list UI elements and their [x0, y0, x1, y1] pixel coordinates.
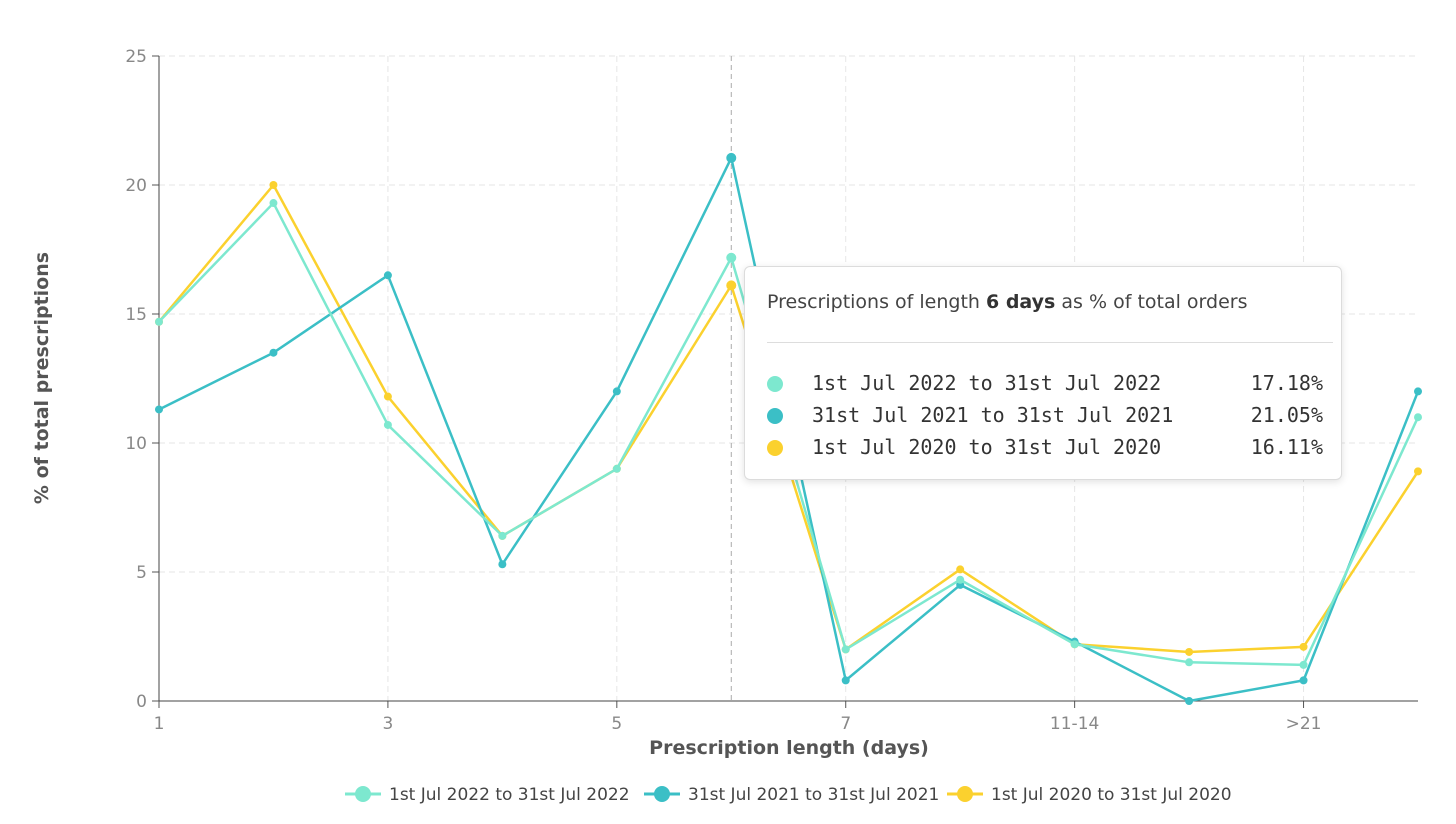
data-point	[726, 280, 737, 291]
data-point	[841, 676, 850, 685]
legend: 1st Jul 2022 to 31st Jul 2022 31st Jul 20…	[345, 785, 1232, 805]
data-point	[269, 181, 278, 189]
tooltip-series-label: 31st Jul 2021 to 31st Jul 2021	[812, 403, 1174, 427]
tooltip-row: 1st Jul 2020 to 31st Jul 2020 16.11%	[767, 435, 1323, 463]
tooltip-series-value: 21.05%	[1250, 403, 1323, 427]
x-tick-label: 7	[840, 714, 851, 734]
x-tick-label: 3	[382, 714, 393, 734]
tooltip-title-suffix: as % of total orders	[1055, 291, 1248, 313]
data-point	[1185, 658, 1194, 667]
tooltip-dot-icon	[767, 440, 783, 456]
data-point	[269, 348, 278, 357]
data-point	[612, 387, 621, 396]
data-point	[155, 405, 163, 414]
y-tick-label: 0	[136, 692, 147, 712]
data-point	[1299, 676, 1308, 685]
data-point	[498, 560, 507, 569]
data-point	[155, 317, 163, 326]
y-tick-label: 15	[125, 305, 147, 325]
legend-label: 31st Jul 2021 to 31st Jul 2021	[688, 785, 939, 805]
legend-label: 1st Jul 2020 to 31st Jul 2020	[991, 785, 1232, 805]
tooltip-series-value: 17.18%	[1250, 371, 1323, 395]
tooltip-title-bold: 6 days	[986, 291, 1056, 313]
tooltip-dot-icon	[767, 408, 783, 424]
y-tick-label: 25	[125, 47, 147, 67]
data-point	[383, 271, 392, 280]
tooltip-series-value: 16.11%	[1250, 435, 1323, 459]
x-tick-label: 11-14	[1050, 714, 1099, 734]
tooltip-row: 1st Jul 2022 to 31st Jul 2022 17.18%	[767, 371, 1323, 399]
tick-labels: 0 5 10 15 20 25 1 3 5 7 11-14 >21	[125, 47, 1321, 734]
x-tick-label: >21	[1286, 714, 1322, 734]
data-point	[1070, 640, 1079, 649]
data-point	[269, 199, 278, 208]
data-point	[841, 645, 850, 654]
tooltip-title: Prescriptions of length 6 days as % of t…	[767, 291, 1248, 313]
tooltip-row: 31st Jul 2021 to 31st Jul 2021 21.05%	[767, 403, 1323, 431]
data-point	[383, 392, 392, 401]
data-point	[1299, 660, 1308, 669]
y-tick-label: 5	[136, 563, 147, 583]
legend-label: 1st Jul 2022 to 31st Jul 2022	[389, 785, 630, 805]
y-tick-label: 20	[125, 176, 147, 196]
legend-marker	[355, 786, 371, 802]
axes	[152, 55, 1418, 708]
data-point	[956, 565, 965, 574]
data-point	[612, 464, 621, 473]
tooltip-dot-icon	[767, 376, 783, 392]
data-point	[383, 420, 392, 429]
data-point	[498, 531, 507, 540]
legend-marker	[654, 786, 670, 802]
data-point	[1414, 467, 1422, 476]
data-point	[1414, 413, 1422, 422]
x-tick-label: 1	[154, 714, 165, 734]
data-point	[1185, 647, 1194, 656]
tooltip-series-label: 1st Jul 2022 to 31st Jul 2022	[812, 371, 1162, 395]
data-point	[1414, 387, 1422, 396]
chart-tooltip: Prescriptions of length 6 days as % of t…	[744, 266, 1342, 480]
data-point	[1185, 697, 1194, 705]
x-axis-title: Prescription length (days)	[649, 737, 929, 759]
legend-marker	[957, 786, 973, 802]
data-point	[726, 252, 737, 263]
tooltip-title-prefix: Prescriptions of length	[767, 291, 986, 313]
y-tick-label: 10	[125, 434, 147, 454]
x-tick-label: 5	[611, 714, 622, 734]
data-point	[956, 575, 965, 584]
data-point	[1299, 642, 1308, 651]
tooltip-divider	[767, 342, 1333, 343]
y-axis-title: % of total prescriptions	[31, 252, 53, 504]
tooltip-series-label: 1st Jul 2020 to 31st Jul 2020	[812, 435, 1162, 459]
data-point	[726, 152, 737, 163]
